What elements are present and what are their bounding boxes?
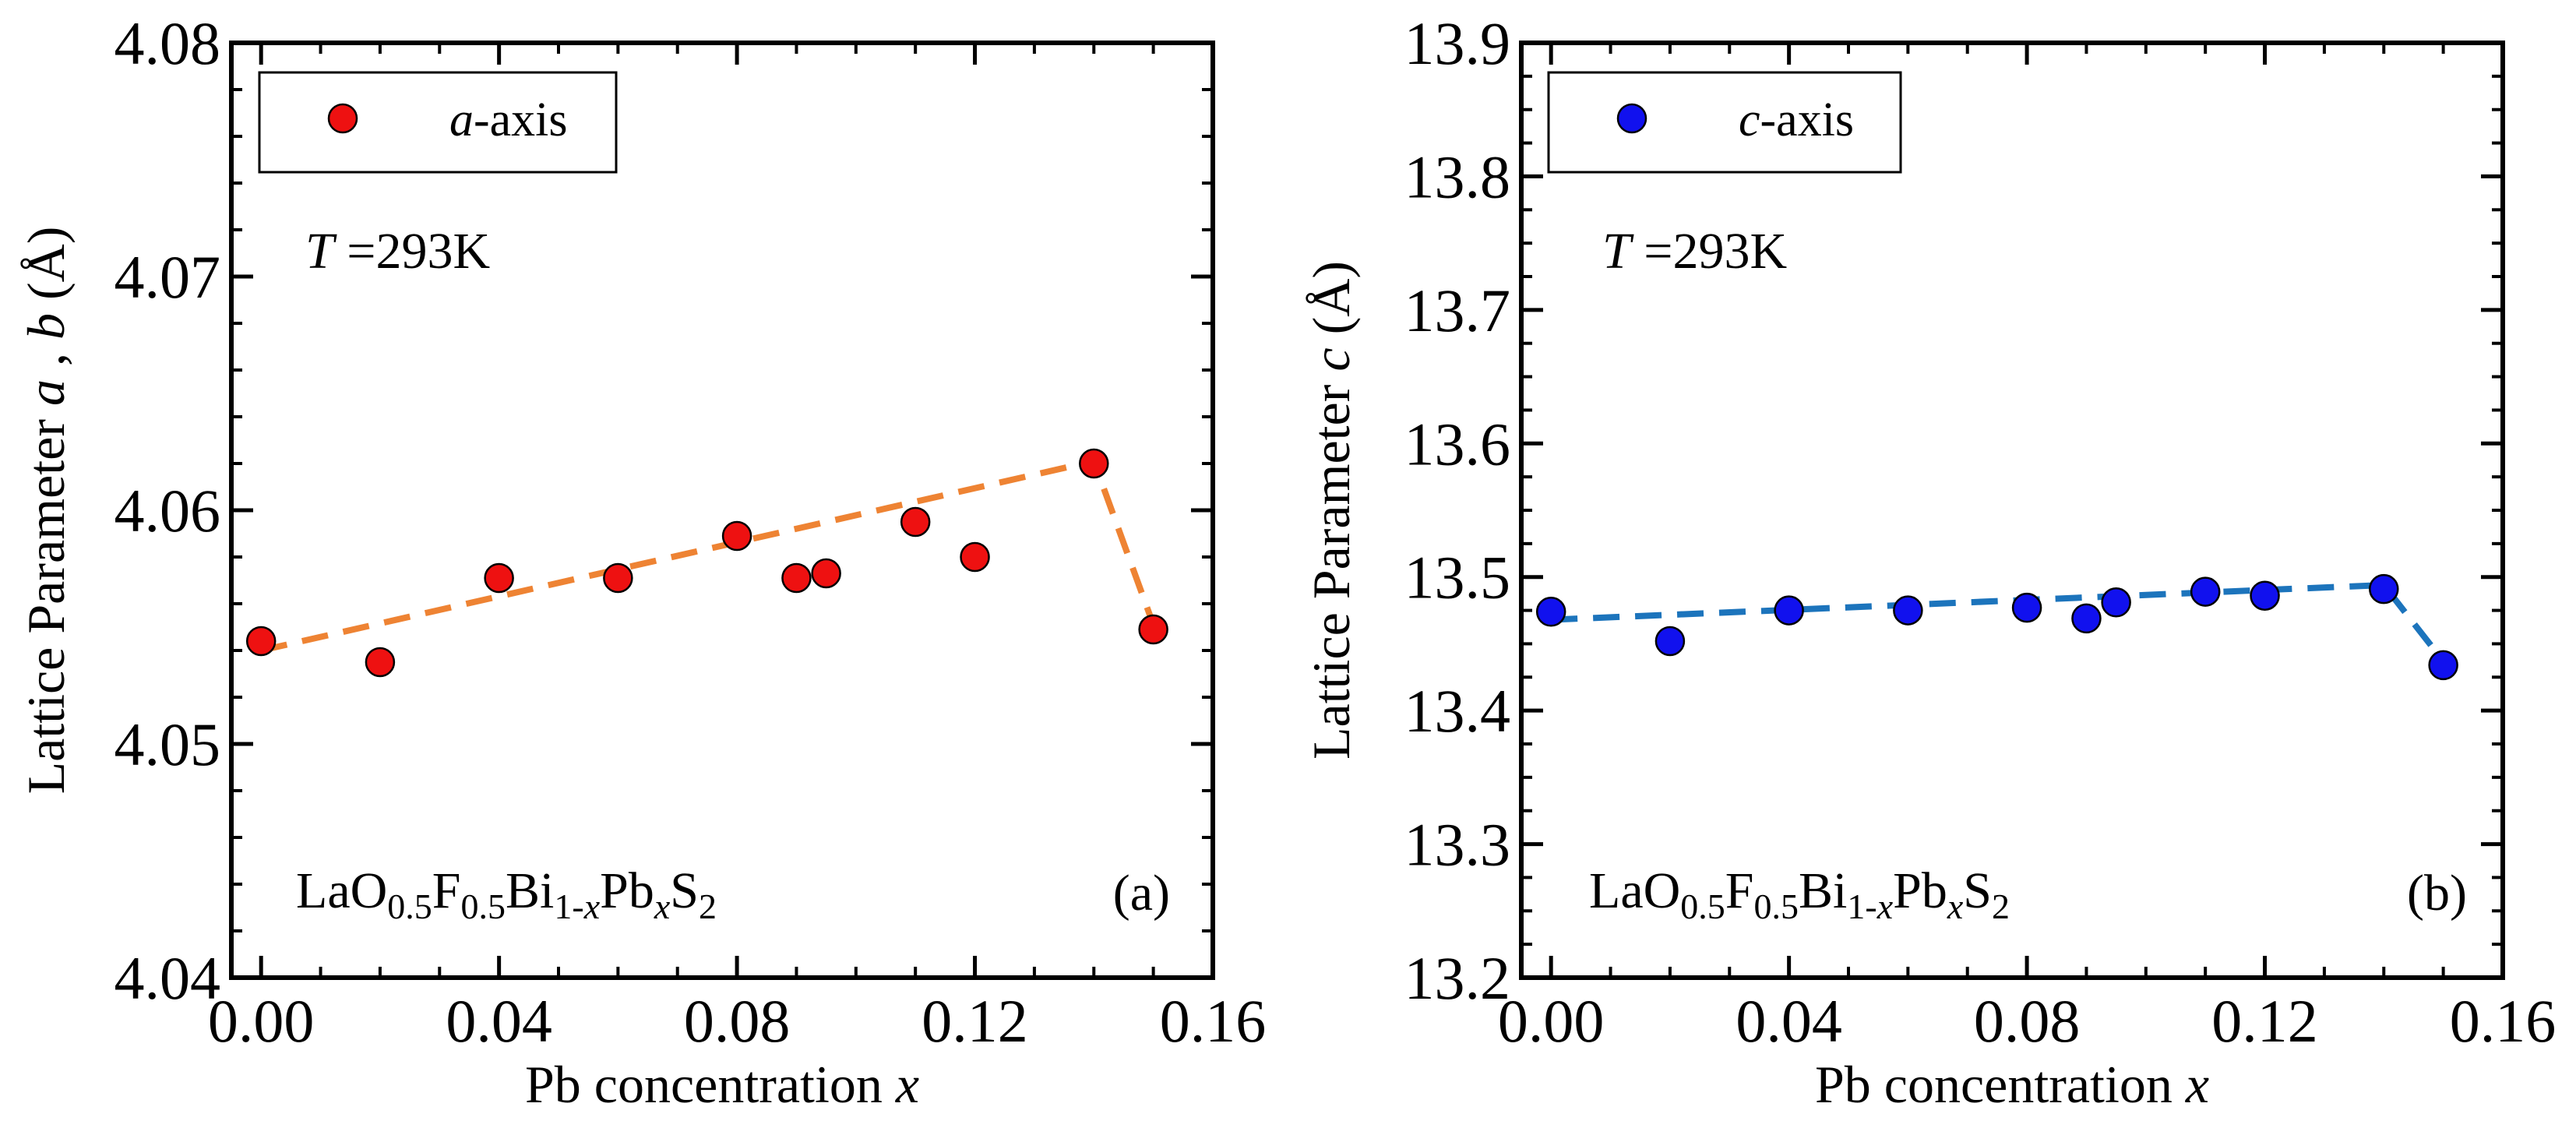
data-point [484, 562, 514, 594]
y-axis-title: Lattice Parameter c (Å) [1302, 261, 1361, 760]
x-tick-label: 0.16 [1160, 987, 1267, 1055]
y-tick-label: 13.7 [1404, 277, 1511, 344]
temperature-annotation: T =293K [1602, 223, 1787, 280]
legend-marker [1616, 103, 1647, 134]
data-point [2250, 580, 2280, 611]
x-axis-title: Pb concentration x [1815, 1055, 2209, 1114]
panel-label: (a) [1113, 865, 1170, 922]
data-point [2011, 592, 2042, 623]
y-tick-label: 13.8 [1404, 143, 1511, 210]
y-tick-label: 4.05 [115, 710, 221, 778]
x-axis-title: Pb concentration x [525, 1055, 919, 1114]
data-point [1079, 448, 1109, 479]
data-point [721, 520, 752, 552]
chart-panel-a: 0.00 0.04 0.08 0.12 0.16 4.04 4.05 4.06 4.07 4.08… [16, 9, 1266, 1114]
data-point [245, 626, 277, 657]
y-tick-label: 13.5 [1404, 544, 1511, 612]
x-tick-label: 0.16 [2450, 987, 2557, 1055]
fit-line [1551, 582, 2446, 664]
y-tick-label: 13.4 [1404, 677, 1511, 745]
fit-line [260, 458, 1157, 654]
compound-formula: LaO0.5F0.5Bi1-xPbxS2 [1589, 862, 2010, 926]
chart-panel-b: 0.00 0.04 0.08 0.12 0.16 13.2 13.3 13.4 13.5 13.6… [1302, 9, 2556, 1114]
data-point [1893, 595, 1923, 626]
data-point [365, 647, 396, 678]
data-point [811, 558, 841, 589]
legend: c-axis [1547, 71, 1902, 174]
legend-label: a-axis [449, 93, 568, 146]
y-tick-label: 13.3 [1404, 811, 1511, 879]
x-tick-label: 0.08 [1974, 987, 2081, 1055]
data-point [1138, 614, 1168, 645]
y-axis-title: Lattice Parameter a , b (Å) [16, 227, 76, 795]
legend-box [258, 71, 618, 174]
legend: a-axis [258, 71, 618, 174]
panel-label: (b) [2407, 865, 2467, 922]
x-tick-label: 0.04 [446, 987, 552, 1055]
y-tick-label: 13.9 [1404, 9, 1511, 77]
plot-frame [1519, 41, 2505, 980]
x-tick-label: 0.12 [2211, 987, 2318, 1055]
plot-frame [229, 41, 1215, 980]
data-point [603, 562, 633, 594]
data-point [2101, 587, 2131, 618]
data-point [1654, 626, 1686, 657]
data-point [900, 506, 931, 538]
temperature-annotation: T =293K [305, 223, 490, 280]
legend-box [1547, 71, 1902, 174]
x-tick-label: 0.04 [1736, 987, 1842, 1055]
legend-label: c-axis [1739, 93, 1854, 146]
legend-marker [327, 103, 358, 134]
data-point [1774, 595, 1804, 626]
data-point [960, 541, 990, 573]
y-tick-label: 13.2 [1404, 944, 1511, 1012]
data-point [2369, 573, 2399, 605]
data-point [2071, 603, 2102, 634]
data-point [781, 562, 812, 594]
x-tick-label: 0.12 [922, 987, 1028, 1055]
y-tick-label: 4.07 [115, 243, 221, 311]
x-tick-label: 0.00 [1498, 987, 1605, 1055]
y-tick-label: 4.04 [115, 944, 221, 1012]
data-point [1535, 597, 1566, 627]
x-tick-label: 0.00 [208, 987, 315, 1055]
y-tick-label: 13.6 [1404, 410, 1511, 478]
x-tick-label: 0.08 [684, 987, 791, 1055]
compound-formula: LaO0.5F0.5Bi1-xPbxS2 [296, 862, 717, 926]
data-point [2428, 650, 2458, 681]
y-tick-label: 4.06 [115, 477, 221, 545]
data-point [2190, 576, 2221, 607]
y-tick-label: 4.08 [115, 9, 221, 77]
